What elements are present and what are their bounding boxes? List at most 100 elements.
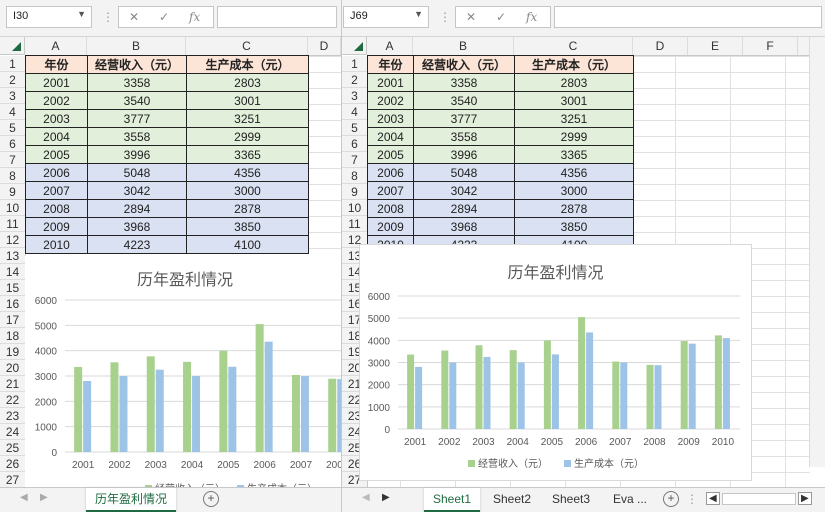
row-header[interactable]: 4 [0,104,25,120]
table-cell[interactable]: 3000 [186,181,309,200]
bar[interactable] [407,354,415,429]
bar[interactable] [291,374,300,452]
bar[interactable] [620,362,628,430]
row-header[interactable]: 10 [0,200,25,216]
table-cell[interactable]: 2003 [25,109,88,128]
table-cell[interactable]: 2009 [367,217,414,236]
table-cell[interactable]: 5048 [413,163,515,182]
table-cell[interactable]: 5048 [87,163,187,182]
table-cell[interactable]: 3850 [514,217,634,236]
bar[interactable] [74,366,83,452]
table-cell[interactable]: 3358 [413,73,515,92]
row-header[interactable]: 5 [342,120,367,136]
header-cell[interactable]: 经营收入（元） [87,55,187,74]
table-cell[interactable]: 4223 [87,235,187,254]
row-header[interactable]: 19 [0,344,25,360]
row-header[interactable]: 26 [0,456,25,472]
header-cell[interactable]: 生产成本（元） [186,55,309,74]
row-header[interactable]: 18 [342,328,367,344]
row-header[interactable]: 8 [0,168,25,184]
table-cell[interactable]: 4356 [186,163,309,182]
row-header[interactable]: 16 [0,296,25,312]
bar[interactable] [449,362,457,429]
bar[interactable] [146,356,155,452]
column-header-b[interactable]: B [413,37,514,55]
table-cell[interactable]: 3968 [413,217,515,236]
tab-sheet3[interactable]: Sheet3 [552,492,591,506]
table-cell[interactable]: 2002 [25,91,88,110]
bar[interactable] [543,340,551,429]
table-cell[interactable]: 2008 [25,199,88,218]
column-header-f[interactable]: F [743,37,798,55]
scroll-left-icon[interactable]: ◀ [706,492,720,505]
table-cell[interactable]: 2006 [367,163,414,182]
table-cell[interactable]: 3001 [186,91,309,110]
row-header[interactable]: 12 [342,232,367,248]
enter-icon[interactable]: ✓ [496,10,507,24]
scroll-right-icon[interactable]: ▶ [798,492,812,505]
table-cell[interactable]: 2004 [25,127,88,146]
table-cell[interactable]: 2878 [186,199,309,218]
row-header[interactable]: 16 [342,296,367,312]
row-header[interactable]: 13 [0,248,25,264]
drag-handle-icon[interactable]: ⋮ [686,492,698,506]
column-header-a[interactable]: A [25,37,87,55]
table-cell[interactable]: 3777 [87,109,187,128]
row-header[interactable]: 15 [342,280,367,296]
table-cell[interactable]: 2001 [25,73,88,92]
column-header-c[interactable]: C [186,37,308,55]
row-header[interactable]: 14 [0,264,25,280]
table-cell[interactable]: 4356 [514,163,634,182]
table-cell[interactable]: 2803 [186,73,309,92]
table-cell[interactable]: 3558 [87,127,187,146]
tab-sheet1[interactable]: Sheet1 [424,488,481,512]
header-cell[interactable]: 生产成本（元） [514,55,634,74]
insert-function-icon[interactable]: fx [189,10,201,24]
tab-profit-history[interactable]: 历年盈利情况 [86,488,177,512]
table-cell[interactable]: 3251 [514,109,634,128]
header-cell[interactable]: 经营收入（元） [413,55,515,74]
bar[interactable] [300,376,309,452]
bar[interactable] [680,341,688,429]
bar[interactable] [264,341,273,452]
table-cell[interactable]: 3558 [413,127,515,146]
bar[interactable] [119,375,128,452]
name-box[interactable]: J69 ▼ [343,6,429,28]
row-header[interactable]: 6 [342,136,367,152]
table-cell[interactable]: 2010 [25,235,88,254]
row-header[interactable]: 11 [342,216,367,232]
row-header[interactable]: 18 [0,328,25,344]
row-header[interactable]: 24 [0,424,25,440]
row-header[interactable]: 4 [342,104,367,120]
row-header[interactable]: 21 [342,376,367,392]
bar[interactable] [722,338,730,429]
bar[interactable] [586,332,594,429]
bar[interactable] [255,324,264,452]
table-cell[interactable]: 3001 [514,91,634,110]
row-header[interactable]: 17 [0,312,25,328]
row-header[interactable]: 5 [0,120,25,136]
table-cell[interactable]: 2005 [25,145,88,164]
column-header-c[interactable]: C [514,37,633,55]
insert-function-icon[interactable]: fx [526,10,538,24]
add-sheet-icon[interactable]: + [203,491,219,507]
table-cell[interactable]: 4100 [186,235,309,254]
bar[interactable] [688,343,696,429]
row-header[interactable]: 9 [342,184,367,200]
bar[interactable] [475,345,483,429]
row-header[interactable]: 14 [342,264,367,280]
row-header[interactable]: 3 [0,88,25,104]
row-header[interactable]: 22 [342,392,367,408]
table-cell[interactable]: 2999 [514,127,634,146]
select-all-corner[interactable] [0,37,25,55]
row-header[interactable]: 22 [0,392,25,408]
row-header[interactable]: 13 [342,248,367,264]
row-header[interactable]: 2 [342,72,367,88]
row-header[interactable]: 6 [0,136,25,152]
bar[interactable] [509,350,517,429]
name-box[interactable]: I30 ▼ [6,6,92,28]
drag-handle-icon[interactable]: ⋮ [439,10,451,24]
row-header[interactable]: 25 [0,440,25,456]
column-header-b[interactable]: B [87,37,186,55]
bar[interactable] [328,378,337,452]
